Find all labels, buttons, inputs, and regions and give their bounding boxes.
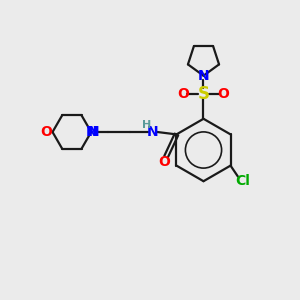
Text: N: N — [85, 125, 97, 139]
Text: S: S — [197, 85, 209, 103]
Text: O: O — [178, 86, 190, 100]
Text: O: O — [158, 155, 170, 169]
Text: Cl: Cl — [235, 174, 250, 188]
Text: N: N — [198, 69, 209, 83]
Text: O: O — [40, 125, 52, 139]
Text: N: N — [146, 125, 158, 139]
Text: H: H — [142, 121, 152, 130]
Text: O: O — [218, 86, 230, 100]
Text: N: N — [88, 125, 99, 139]
